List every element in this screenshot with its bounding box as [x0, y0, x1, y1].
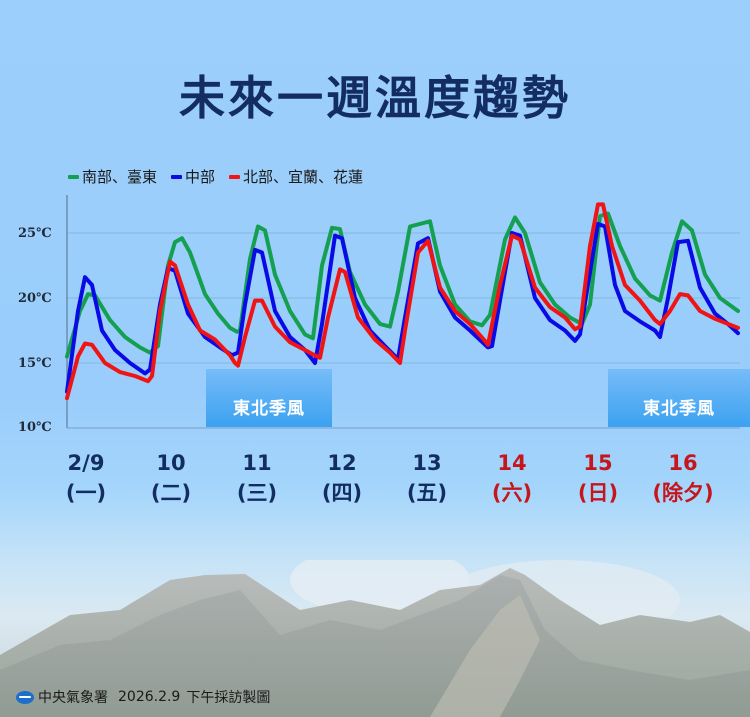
y-tick-10: 10℃ — [18, 420, 52, 435]
day-weekday: (日) — [577, 481, 619, 505]
legend-label: 南部、臺東 — [82, 168, 158, 186]
y-tick-20: 20℃ — [18, 291, 52, 306]
gridlines — [67, 232, 740, 364]
legend-swatch-green — [68, 174, 79, 179]
legend-item-north: 北部、宜蘭、花蓮 — [229, 166, 363, 187]
series-line-central — [65, 221, 740, 394]
day-weekday: (六) — [491, 481, 533, 505]
day-date: 10 — [156, 451, 186, 475]
temperature-line-chart — [65, 195, 740, 429]
agency-name: 中央氣象署 — [38, 690, 108, 706]
legend-label: 中部 — [185, 168, 216, 186]
chart-legend: 南部、臺東 中部 北部、宜蘭、花蓮 — [68, 166, 363, 187]
day-date: 13 — [412, 451, 442, 475]
day-label-7: 16 (除夕) — [643, 448, 723, 508]
day-label-0: 2/9 (一) — [46, 448, 126, 508]
day-weekday: (除夕) — [652, 481, 714, 505]
day-date: 15 — [583, 451, 613, 475]
day-label-2: 11 (三) — [217, 448, 297, 508]
day-weekday: (三) — [236, 481, 278, 505]
day-date: 14 — [497, 451, 527, 475]
day-weekday: (一) — [65, 481, 107, 505]
day-weekday: (二) — [150, 481, 192, 505]
day-weekday: (四) — [321, 481, 363, 505]
credit-note: 下午採訪製圖 — [186, 690, 271, 706]
y-tick-25: 25℃ — [18, 226, 52, 241]
mountain-background — [0, 560, 750, 717]
day-date: 2/9 — [67, 451, 105, 475]
page-title: 未來一週溫度趨勢 — [179, 71, 571, 125]
y-tick-15: 15℃ — [18, 356, 52, 371]
credit-date: 2026.2.9 — [118, 689, 181, 705]
legend-item-south: 南部、臺東 — [68, 166, 157, 187]
series-line-north — [65, 202, 740, 401]
cwa-logo-icon — [16, 690, 34, 704]
legend-swatch-blue — [171, 174, 183, 179]
monsoon-annotation-2: 東北季風 — [608, 369, 750, 427]
day-label-1: 10 (二) — [131, 448, 211, 508]
day-date: 11 — [242, 451, 272, 475]
series-line-south — [65, 211, 740, 359]
monsoon-annotation-1: 東北季風 — [206, 369, 332, 427]
day-label-5: 14 (六) — [472, 448, 552, 508]
day-date: 12 — [327, 451, 357, 475]
day-label-3: 12 (四) — [302, 448, 382, 508]
day-label-4: 13 (五) — [387, 448, 467, 508]
legend-label: 北部、宜蘭、花蓮 — [243, 168, 364, 186]
legend-item-central: 中部 — [171, 166, 215, 187]
day-weekday: (五) — [406, 481, 448, 505]
day-label-6: 15 (日) — [558, 448, 638, 508]
legend-swatch-red — [229, 174, 241, 179]
day-date: 16 — [668, 451, 698, 475]
footer-credit: 中央氣象署 2026.2.9 下午採訪製圖 — [16, 687, 270, 707]
